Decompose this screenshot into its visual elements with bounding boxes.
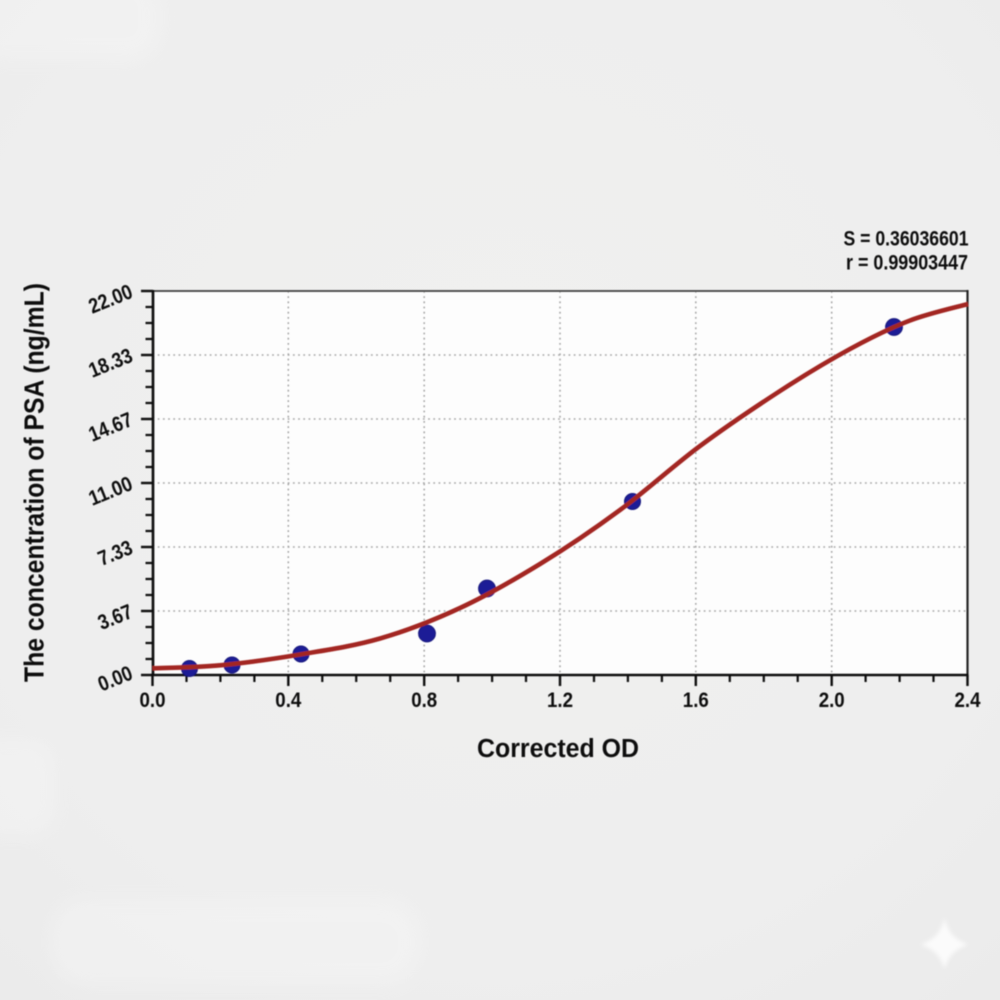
- svg-text:The concentration of PSA (ng/m: The concentration of PSA (ng/mL): [19, 283, 50, 682]
- svg-text:r = 0.99903447: r = 0.99903447: [846, 251, 968, 274]
- svg-text:2.0: 2.0: [819, 689, 845, 712]
- svg-text:Corrected OD: Corrected OD: [477, 735, 639, 763]
- svg-text:0.8: 0.8: [411, 689, 437, 712]
- svg-text:S = 0.36036601: S = 0.36036601: [844, 227, 969, 250]
- svg-text:1.2: 1.2: [547, 689, 573, 712]
- svg-text:2.4: 2.4: [955, 689, 981, 712]
- svg-text:0.4: 0.4: [275, 689, 301, 712]
- svg-text:1.6: 1.6: [683, 689, 709, 712]
- svg-text:0.0: 0.0: [140, 689, 166, 712]
